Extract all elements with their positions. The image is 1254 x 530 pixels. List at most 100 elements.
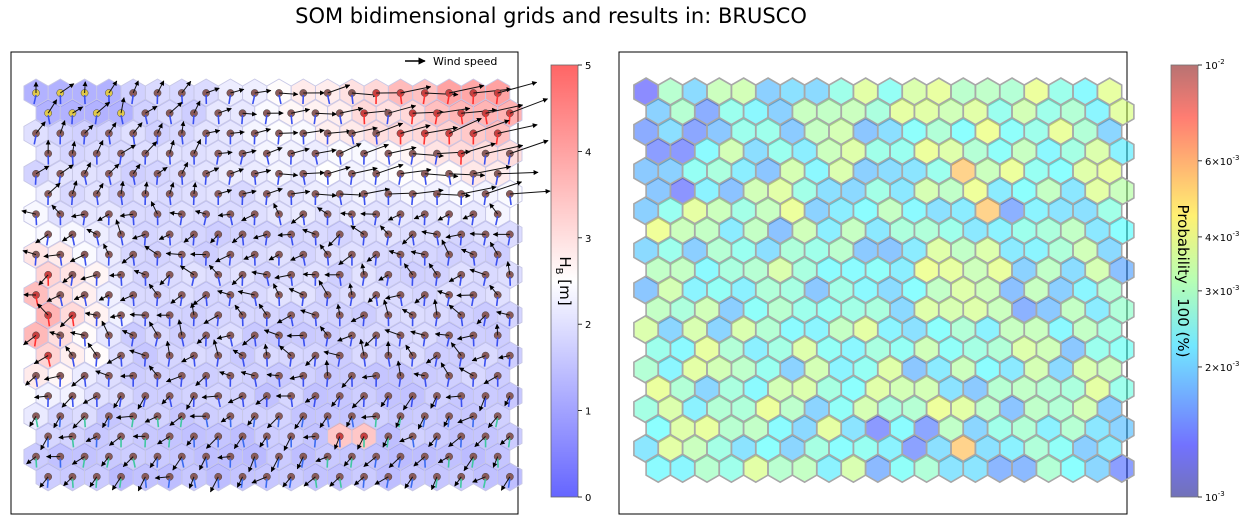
wave-direction-mark — [350, 458, 353, 468]
wind-arrow — [339, 143, 362, 155]
wind-arrow — [181, 80, 192, 94]
prob-hex-cell — [816, 453, 842, 484]
wave-direction-mark — [34, 256, 37, 266]
wind-arrow — [208, 264, 219, 276]
wind-arrow — [461, 248, 474, 256]
wind-arrow — [113, 395, 122, 409]
wave-direction-mark — [168, 155, 172, 165]
wind-arrow — [437, 456, 450, 464]
wave-direction-mark — [434, 317, 438, 327]
wind-arrow — [413, 213, 425, 220]
wind-arrow — [144, 141, 158, 154]
wind-arrow — [485, 180, 523, 195]
wind-arrow — [34, 394, 49, 400]
wind-arrow — [339, 106, 364, 114]
wind-arrow — [143, 181, 149, 195]
wave-direction-mark — [265, 478, 268, 488]
wave-direction-mark — [471, 175, 475, 185]
wind-arrow — [496, 310, 510, 316]
wave-direction-mark — [46, 236, 49, 246]
wave-direction-mark — [326, 256, 330, 266]
wave-direction-mark — [351, 135, 355, 145]
prob-hex-cell — [742, 453, 769, 484]
wave-direction-mark — [191, 276, 195, 286]
wave-direction-mark — [216, 155, 220, 165]
wind-arrow — [504, 395, 511, 407]
wind-arrow — [217, 212, 231, 218]
wind-arrow — [498, 354, 510, 360]
wind-arrow — [469, 268, 486, 276]
wind-arrow — [159, 274, 171, 286]
wind-arrow — [217, 289, 231, 296]
wind-arrow — [154, 475, 170, 481]
wind-arrow — [169, 139, 175, 154]
wave-direction-mark — [411, 236, 415, 246]
wind-arrow — [63, 476, 73, 487]
wind-arrow — [354, 476, 365, 486]
wave-direction-mark — [108, 175, 112, 185]
wind-arrow — [270, 456, 280, 473]
wind-arrow — [440, 362, 450, 377]
wind-arrow — [343, 456, 353, 467]
wave-direction-mark — [216, 317, 220, 327]
wind-arrow — [119, 212, 134, 218]
wind-arrow — [296, 456, 304, 470]
wave-direction-mark — [351, 94, 354, 105]
prob-hex-cell — [986, 453, 1013, 484]
wave-direction-mark — [373, 216, 377, 226]
wave-direction-mark — [300, 418, 305, 428]
wave-direction-mark — [253, 377, 258, 387]
wave-direction-mark — [168, 195, 172, 206]
wind-arrow — [121, 330, 134, 336]
wave-direction-mark — [386, 438, 390, 448]
wind-arrow — [367, 294, 377, 303]
wind-arrow — [170, 294, 183, 304]
wave-direction-mark — [71, 357, 75, 367]
wind-arrow — [71, 180, 78, 195]
wind-arrow — [47, 182, 61, 195]
wind-arrow — [203, 314, 219, 325]
wind-arrow — [180, 121, 186, 134]
wave-direction-mark — [265, 195, 268, 206]
wave-direction-mark — [120, 317, 123, 327]
wind-arrow — [109, 313, 122, 319]
wind-arrow — [242, 111, 257, 117]
wind-arrow — [219, 371, 231, 377]
wind-arrow — [428, 436, 438, 447]
wave-direction-mark — [290, 115, 293, 125]
wave-direction-mark — [120, 115, 124, 125]
wave-direction-mark — [94, 115, 98, 125]
wave-direction-mark — [472, 256, 476, 266]
wind-arrow — [401, 308, 413, 316]
wave-direction-mark — [277, 135, 280, 145]
wave-direction-mark — [349, 175, 353, 185]
wave-direction-mark — [33, 135, 37, 145]
wave-direction-mark — [253, 296, 258, 307]
wind-arrow — [317, 207, 328, 215]
wind-arrow — [424, 125, 458, 134]
wind-arrow — [339, 192, 364, 198]
wave-direction-mark — [374, 458, 377, 468]
wave-direction-mark — [326, 418, 330, 428]
wave-direction-mark — [95, 236, 100, 246]
wave-direction-mark — [484, 115, 488, 125]
wave-direction-mark — [447, 418, 450, 428]
prob-hex-cell — [962, 453, 989, 484]
wind-arrow — [315, 111, 338, 117]
prob-colorbar-ticks: 10-3 2×10-3 3×10-3 4×10-3 6×10-3 10-2 — [1198, 58, 1239, 504]
wind-arrow — [461, 185, 497, 195]
prob-tick-label: 4×10-3 — [1205, 230, 1239, 244]
wind-arrow — [218, 188, 233, 195]
wind-arrow — [232, 349, 243, 357]
wind-arrow — [199, 456, 207, 471]
wave-direction-mark — [168, 236, 172, 246]
wind-arrow — [71, 456, 85, 465]
wave-direction-mark — [362, 236, 365, 246]
wind-arrow — [318, 280, 329, 296]
wind-arrow — [62, 274, 73, 284]
wind-arrow — [278, 91, 299, 97]
wind-arrow — [192, 294, 207, 306]
wind-arrow — [133, 269, 146, 276]
wind-arrow — [108, 122, 117, 134]
wave-direction-mark — [58, 418, 62, 428]
